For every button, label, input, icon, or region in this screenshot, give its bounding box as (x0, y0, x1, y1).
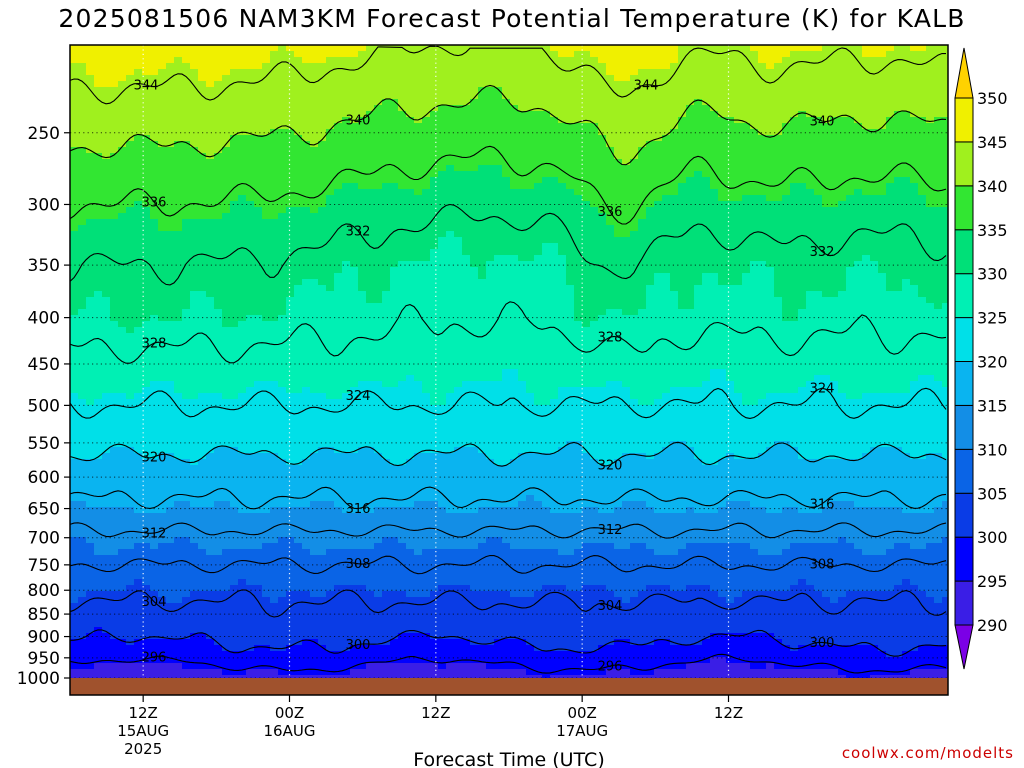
colorbar-label: 335 (977, 221, 1008, 240)
y-tick-label: 550 (28, 434, 60, 454)
contour-line-316 (69, 486, 947, 510)
colorbar-band (954, 141, 974, 187)
credit-link[interactable]: coolwx.com/modelts (841, 744, 1014, 762)
contour-line-320 (69, 441, 947, 467)
x-tick-label: 12Z (421, 704, 450, 722)
colorbar-label: 340 (977, 177, 1008, 196)
x-tick-label: 2025 (124, 740, 162, 758)
contour-label: 304 (598, 599, 623, 614)
contour-label: 316 (346, 502, 371, 517)
colorbar-band (954, 580, 974, 626)
contour-line-336 (69, 145, 947, 225)
contour-line-300 (69, 629, 947, 657)
contour-label: 344 (634, 78, 659, 93)
contour-label: 328 (142, 337, 167, 352)
colorbar-band (954, 404, 974, 450)
ground-strip (70, 678, 948, 695)
contour-label: 324 (346, 389, 371, 404)
colorbar-label: 345 (977, 133, 1008, 152)
y-tick-label: 900 (28, 628, 60, 648)
y-tick-label: 400 (28, 309, 60, 329)
y-tick-label: 750 (28, 556, 60, 576)
contour-label: 320 (598, 458, 623, 473)
x-tick-label: 16AUG (264, 722, 316, 740)
y-tick-label: 800 (28, 581, 60, 601)
y-tick-label: 600 (28, 468, 60, 488)
contour-label: 316 (810, 497, 835, 512)
colorbar-label: 350 (977, 89, 1008, 108)
y-tick-label: 650 (28, 500, 60, 520)
contour-label: 300 (810, 636, 835, 651)
contour-label: 320 (142, 450, 167, 465)
colorbar-label: 305 (977, 484, 1008, 503)
y-tick-label: 500 (28, 396, 60, 416)
colorbar-band (954, 185, 974, 231)
colorbar-band (954, 317, 974, 363)
colorbar-band (954, 492, 974, 538)
x-tick-label: 00Z (567, 704, 596, 722)
contour-label: 332 (346, 224, 371, 239)
contour-label: 336 (142, 195, 167, 210)
colorbar-band (954, 448, 974, 494)
y-tick-label: 850 (28, 605, 60, 625)
x-tick-label: 00Z (275, 704, 304, 722)
y-tick-label: 950 (28, 649, 60, 669)
colorbar-band (954, 273, 974, 319)
contour-label: 300 (346, 638, 371, 653)
contour-line-340 (69, 84, 947, 166)
contour-label: 312 (142, 527, 167, 542)
contour-label: 340 (810, 115, 835, 130)
colorbar-label: 295 (977, 572, 1008, 591)
contour-label: 304 (142, 595, 167, 610)
contour-line-304 (69, 589, 947, 618)
contour-label: 324 (810, 382, 835, 397)
y-tick-label: 350 (28, 256, 60, 276)
contour-label: 308 (346, 557, 371, 572)
colorbar-label: 330 (977, 265, 1008, 284)
contour-label: 340 (346, 114, 371, 129)
x-axis-label: Forecast Time (UTC) (413, 749, 604, 768)
y-tick-label: 300 (28, 195, 60, 215)
plot-frame (69, 44, 949, 696)
colorbar-label: 300 (977, 528, 1008, 547)
y-tick-label: 1000 (17, 669, 60, 689)
contour-line-324 (69, 387, 947, 419)
colorbar-label: 325 (977, 309, 1008, 328)
colorbar-band (954, 536, 974, 582)
colorbar-band (954, 97, 974, 143)
colorbar-label: 320 (977, 353, 1008, 372)
y-tick-label: 450 (28, 355, 60, 375)
contour-label: 296 (598, 660, 623, 675)
x-tick-label: 12Z (714, 704, 743, 722)
y-tick-label: 250 (28, 124, 60, 144)
colorbar-band (954, 361, 974, 406)
contour-line-312 (69, 522, 947, 539)
colorbar-over-arrow (954, 47, 974, 99)
filled-contours (70, 45, 949, 679)
x-tick-label: 15AUG (117, 722, 169, 740)
contour-line-332 (69, 203, 947, 286)
colorbar-label: 310 (977, 440, 1008, 459)
y-tick-label: 700 (28, 529, 60, 549)
contour-label: 344 (134, 79, 159, 94)
contour-line-308 (69, 554, 947, 575)
contour-label: 308 (810, 558, 835, 573)
colorbar-label: 315 (977, 396, 1008, 415)
x-tick-label: 17AUG (556, 722, 608, 740)
colorbar-label: 290 (977, 616, 1008, 635)
contour-label: 328 (598, 331, 623, 346)
contour-label: 332 (810, 245, 835, 260)
contour-line-296 (69, 653, 947, 674)
colorbar-band (954, 229, 974, 275)
chart-title: 2025081506 NAM3KM Forecast Potential Tem… (58, 4, 966, 33)
colorbar-under-arrow (954, 624, 974, 670)
x-tick-label: 12Z (128, 704, 157, 722)
contour-line-344 (69, 45, 947, 105)
contour-label: 336 (598, 205, 623, 220)
contour-line-328 (69, 301, 947, 364)
contour-label: 312 (598, 523, 623, 538)
